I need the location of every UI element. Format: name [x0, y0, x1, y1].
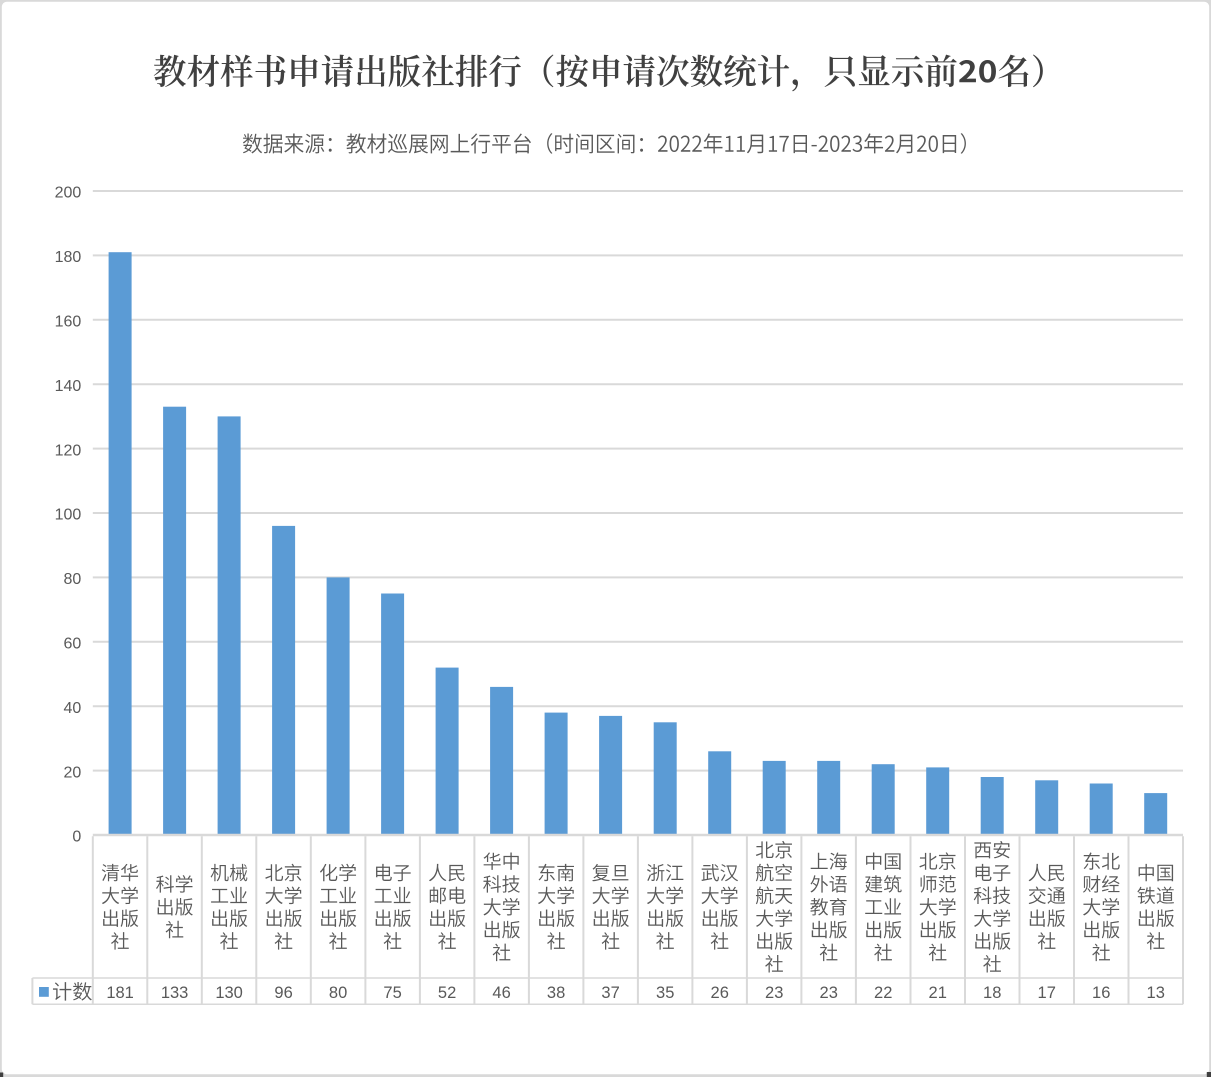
svg-text:75: 75 [383, 984, 401, 1002]
svg-text:38: 38 [547, 984, 565, 1002]
svg-text:200: 200 [55, 185, 82, 202]
svg-text:40: 40 [64, 700, 82, 717]
svg-text:17: 17 [1038, 984, 1056, 1002]
svg-text:16: 16 [1092, 984, 1110, 1002]
svg-text:52: 52 [438, 984, 456, 1002]
svg-text:0: 0 [72, 829, 81, 846]
svg-text:60: 60 [64, 636, 82, 653]
svg-text:80: 80 [329, 984, 347, 1002]
svg-text:26: 26 [711, 984, 729, 1002]
svg-text:35: 35 [656, 984, 674, 1002]
svg-text:18: 18 [983, 984, 1001, 1002]
svg-text:20: 20 [64, 764, 82, 781]
svg-text:37: 37 [601, 984, 619, 1002]
svg-text:80: 80 [64, 571, 82, 588]
svg-text:133: 133 [161, 984, 189, 1002]
svg-text:181: 181 [106, 984, 134, 1002]
svg-text:22: 22 [874, 984, 892, 1002]
svg-text:21: 21 [929, 984, 947, 1002]
svg-text:23: 23 [820, 984, 838, 1002]
svg-text:120: 120 [55, 442, 82, 459]
svg-text:96: 96 [274, 984, 292, 1002]
svg-text:100: 100 [55, 507, 82, 524]
svg-text:23: 23 [765, 984, 783, 1002]
svg-text:13: 13 [1147, 984, 1165, 1002]
svg-text:140: 140 [55, 378, 82, 395]
svg-text:130: 130 [215, 984, 243, 1002]
svg-text:160: 160 [55, 314, 82, 331]
svg-text:180: 180 [55, 249, 82, 266]
svg-text:46: 46 [492, 984, 510, 1002]
